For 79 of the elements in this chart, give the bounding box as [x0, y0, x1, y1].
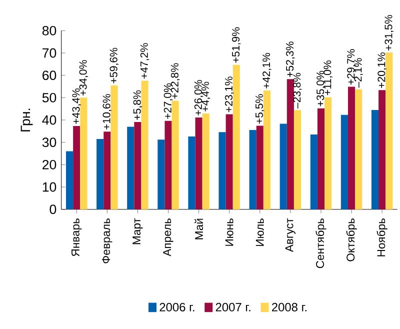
annotation: +27,0%: [164, 83, 173, 119]
annotation: +20,1%: [378, 52, 386, 88]
bar: [202, 114, 210, 210]
annotation: +51,9%: [232, 27, 241, 63]
bar: [218, 132, 226, 210]
y-tick-label: 50: [42, 92, 56, 102]
bar: [104, 132, 111, 210]
y-axis-title: Грн.: [20, 108, 33, 132]
y-tick-label: 30: [42, 138, 56, 148]
bar: [378, 90, 386, 210]
bar: [226, 114, 233, 210]
x-tick-label: Июнь: [225, 218, 234, 246]
bar: [66, 151, 74, 210]
y-tick-label: 20: [42, 160, 56, 170]
annotation: +11,0%: [324, 60, 332, 96]
x-tick-label: Август: [285, 218, 296, 252]
bar: [310, 134, 318, 210]
bar: [141, 80, 148, 210]
bar: [324, 97, 332, 210]
x-tick-label: Март: [132, 218, 143, 244]
bar: [355, 89, 362, 210]
annotation: +10,6%: [102, 94, 112, 130]
x-tick-label: Октябрь: [346, 218, 357, 262]
annotation: +42,1%: [262, 52, 272, 88]
x-tick-label: Июль: [256, 218, 264, 246]
annotation: +5,8%: [133, 90, 142, 120]
annotation: +22,8%: [170, 63, 180, 99]
bar: [371, 110, 379, 210]
bar: [286, 79, 294, 210]
x-tick-label: Ноябрь: [376, 218, 388, 256]
y-tick-label: 80: [42, 26, 56, 36]
annotation: +35,0%: [316, 70, 326, 106]
y-tick-label: 10: [42, 182, 56, 192]
bar: [249, 130, 256, 210]
y-tick-label: 70: [42, 48, 56, 58]
annotation: +26,0%: [194, 80, 204, 116]
bar: [158, 140, 165, 210]
bar: [195, 118, 202, 210]
bar: [340, 114, 348, 210]
annotation: +23,1%: [224, 76, 234, 112]
bar: [263, 90, 270, 210]
annotation: +31,5%: [384, 15, 394, 50]
bar: [256, 126, 264, 210]
y-tick-label: 0: [50, 204, 56, 214]
legend-label: 2007 г.: [216, 302, 250, 312]
legend-label: 2008 г.: [272, 302, 306, 312]
bar: [110, 85, 118, 210]
bar: [73, 126, 80, 210]
y-tick-label: 40: [42, 115, 56, 125]
x-tick-label: Апрель: [163, 218, 174, 256]
bar: [96, 138, 104, 210]
annotation: +59,6%: [110, 48, 119, 84]
x-tick-label: Январь: [72, 218, 82, 256]
annotation: +5,5%: [256, 94, 264, 124]
bar: [232, 64, 240, 210]
annotation: –23,8%: [293, 72, 302, 109]
x-tick-label: Февраль: [102, 218, 112, 264]
annotation: +29,7%: [347, 49, 356, 85]
bar: [172, 100, 179, 210]
bar: [386, 52, 393, 210]
annotation: +34,0%: [79, 60, 88, 96]
annotation: +4,4%: [201, 82, 210, 112]
bar: [280, 124, 287, 210]
annotation: –2,1%: [354, 58, 363, 88]
x-tick-label: Сентябрь: [316, 218, 326, 268]
annotation: +47,2%: [140, 43, 150, 79]
legend-label: 2006 г.: [160, 302, 194, 312]
annotation: +52,3%: [286, 42, 295, 78]
bar: [134, 122, 142, 210]
bar: [317, 108, 325, 210]
bar: [294, 110, 302, 210]
bar: [127, 126, 134, 210]
bar: [348, 86, 356, 210]
bar: [80, 98, 88, 210]
annotation: +43,4%: [72, 88, 81, 124]
x-tick-label: Май: [194, 218, 204, 240]
bar: [164, 120, 172, 210]
y-tick-label: 60: [42, 70, 56, 80]
bar: [188, 136, 196, 210]
